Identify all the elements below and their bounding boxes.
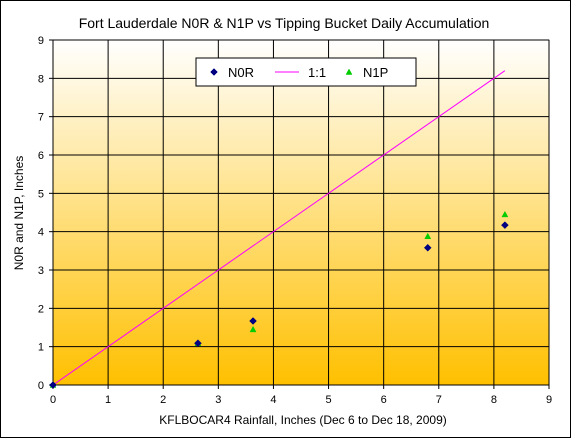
x-tick-label: 5 [325,394,331,406]
x-tick-label: 7 [436,394,442,406]
data-point-n0r [194,339,202,348]
data-point-n0r [501,221,509,230]
chart-title: Fort Lauderdale N0R & N1P vs Tipping Buc… [79,15,490,31]
y-tick-label: 5 [38,188,44,200]
y-tick-label: 3 [38,265,44,277]
y-tick-label: 6 [38,150,44,162]
data-point-n1p [249,325,257,333]
x-axis-label: KFLBOCAR4 Rainfall, Inches (Dec 6 to Dec… [159,413,446,427]
y-tick-label: 9 [38,35,44,47]
legend-box [195,57,417,87]
series-1-1 [52,70,506,386]
legend-label: N1P [363,65,388,80]
x-tick-label: 8 [491,394,497,406]
data-point-n0r [249,317,257,325]
legend-label: 1:1 [308,65,326,80]
y-axis-label: N0R and N1P, Inches [12,156,26,271]
series-n0r [49,221,509,389]
y-tick-label: 2 [38,303,44,315]
y-tick-label: 1 [38,342,44,354]
x-tick-label: 0 [50,394,56,406]
x-tick-label: 4 [270,394,276,406]
legend-swatch-diamond [210,68,218,76]
y-tick-label: 4 [38,227,44,239]
x-tick-label: 2 [160,394,166,406]
one-to-one-line [52,70,506,386]
y-tick-label: 0 [38,380,44,392]
grid-lines [52,39,550,386]
data-point-n1p [424,232,432,240]
x-tick-label: 6 [381,394,387,406]
series-layer [49,70,509,389]
y-tick-label: 7 [38,112,44,124]
x-tick-label: 9 [546,394,552,406]
x-tick-label: 1 [105,394,111,406]
legend-swatch-triangle [345,68,353,75]
data-point-n0r [423,243,432,252]
data-point-n1p [501,210,509,218]
legend-label: N0R [228,65,254,80]
data-point-n0r [49,381,57,389]
tick-labels: 0 1 2 3 4 5 6 7 8 9 0 1 2 3 4 5 6 7 8 9 [38,35,552,406]
y-tick-label: 8 [38,73,44,85]
legend: N0R 1:1 N1P [195,57,417,87]
x-tick-label: 3 [215,394,221,406]
